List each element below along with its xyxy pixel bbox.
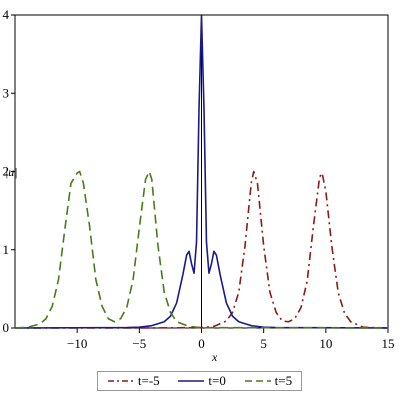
legend-label: t=5 bbox=[274, 373, 293, 388]
legend-swatch bbox=[244, 380, 271, 382]
y-axis-label: |u| bbox=[5, 165, 18, 179]
legend-label: t=-5 bbox=[137, 373, 160, 388]
series-line-1 bbox=[14, 14, 389, 329]
y-tick-label: 1 bbox=[3, 242, 10, 257]
y-tick-label: 0 bbox=[3, 320, 10, 335]
legend-label: t=0 bbox=[208, 373, 226, 388]
x-tick-label: −10 bbox=[67, 336, 87, 351]
legend-item-1: t=0 bbox=[177, 373, 226, 389]
chart-legend: t=-5 t=0 t=5 bbox=[97, 371, 302, 391]
series-line-0 bbox=[15, 170, 389, 329]
series-line-2 bbox=[14, 170, 389, 329]
legend-swatch bbox=[107, 380, 134, 382]
y-tick-label: 3 bbox=[3, 85, 10, 100]
legend-swatch bbox=[178, 380, 205, 382]
x-tick-label: 5 bbox=[260, 336, 267, 351]
legend-item-2: t=5 bbox=[244, 373, 292, 389]
x-axis-label: x bbox=[211, 350, 218, 364]
chart-axes bbox=[14, 14, 389, 329]
series-lines bbox=[14, 14, 389, 329]
x-tick-label: 15 bbox=[382, 336, 395, 351]
y-tick-label: 4 bbox=[3, 7, 10, 22]
x-tick-label: −5 bbox=[132, 336, 146, 351]
y-tick-label: 2 bbox=[3, 164, 10, 179]
x-tick-label: 0 bbox=[198, 336, 205, 351]
legend-item-0: t=-5 bbox=[107, 373, 160, 389]
axis-ticks: −10 −5 0 5 10 15 0 1 2 3 4 bbox=[3, 7, 395, 351]
x-tick-label: 10 bbox=[319, 336, 332, 351]
